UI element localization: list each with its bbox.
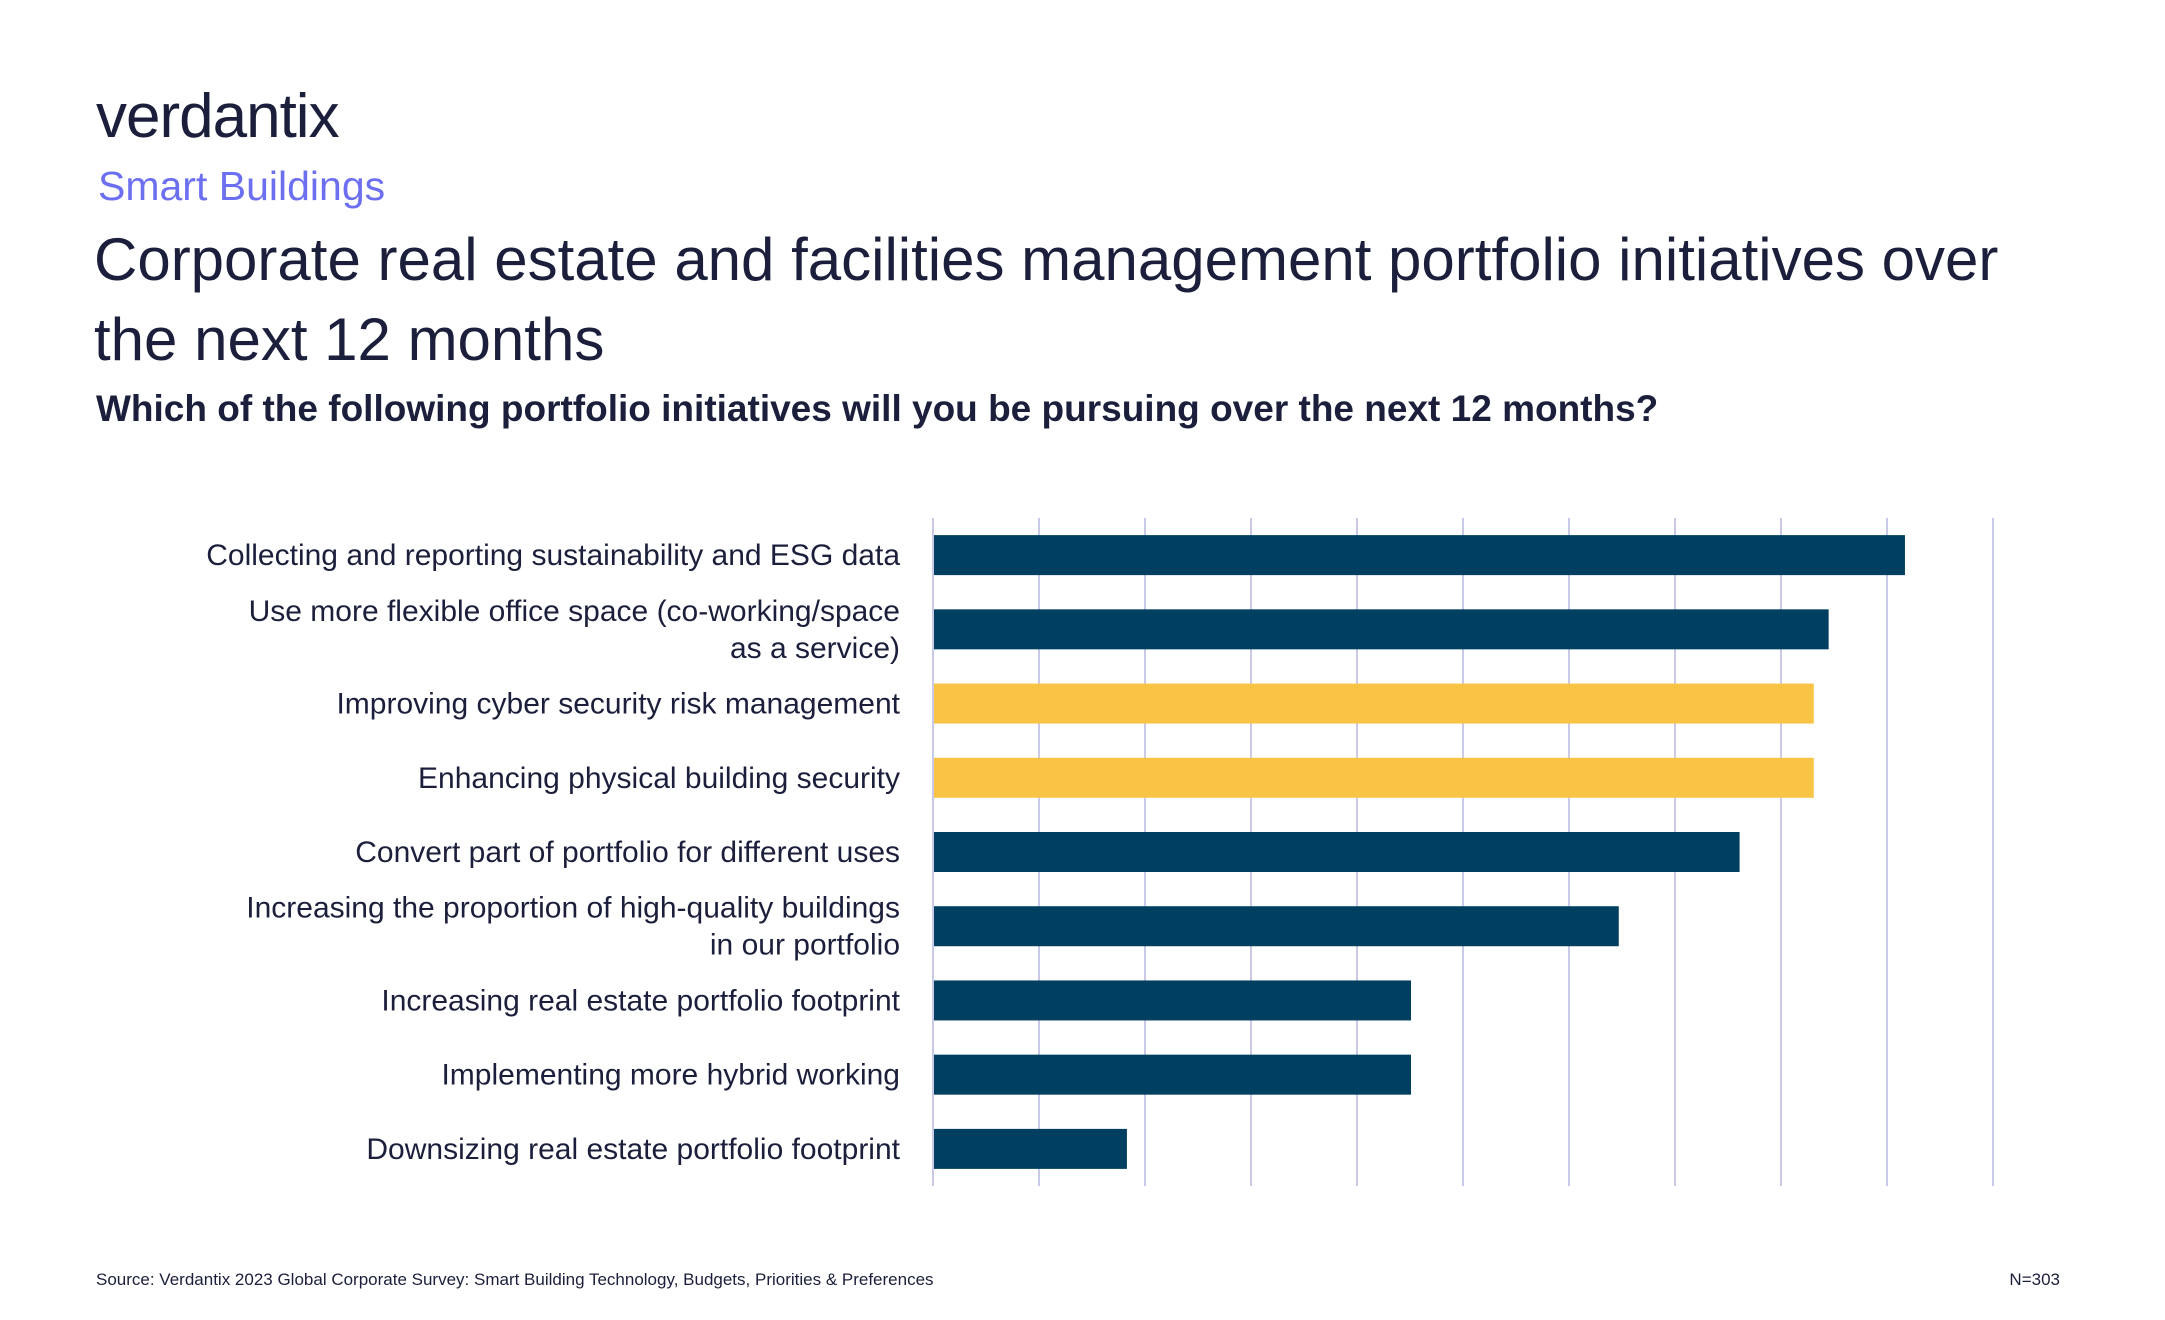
bar-1 [934,609,1829,650]
bar-5 [934,906,1619,947]
bar-6 [934,980,1411,1021]
chart-title: Corporate real estate and facilities man… [94,226,1999,373]
bar-8 [934,1128,1127,1169]
section-label: Smart Buildings [98,163,386,209]
category-label-0: Collecting and reporting sustainability … [206,539,900,572]
category-label-0-line-0: Collecting and reporting sustainability … [206,539,900,572]
category-label-1-line-1: as a service) [730,632,900,665]
category-label-1: Use more flexible office space (co-worki… [249,595,900,665]
bar-7 [934,1054,1411,1095]
category-label-2-line-0: Improving cyber security risk management [336,688,900,721]
category-label-5-line-0: Increasing the proportion of high-qualit… [246,892,900,925]
category-label-6-line-0: Increasing real estate portfolio footpri… [381,984,900,1017]
category-label-3: Enhancing physical building security [418,762,900,795]
category-label-6: Increasing real estate portfolio footpri… [381,984,900,1017]
bar-0 [934,535,1905,576]
category-label-7: Implementing more hybrid working [441,1059,900,1092]
chart-category-labels: Collecting and reporting sustainability … [206,539,900,1166]
category-label-2: Improving cyber security risk management [336,688,900,721]
bar-3 [934,757,1814,798]
category-label-3-line-0: Enhancing physical building security [418,762,900,795]
category-label-4-line-0: Convert part of portfolio for different … [355,836,900,869]
category-label-4: Convert part of portfolio for different … [355,836,900,869]
category-label-8: Downsizing real estate portfolio footpri… [366,1133,900,1166]
category-label-5: Increasing the proportion of high-qualit… [246,892,900,962]
category-label-5-line-1: in our portfolio [710,929,900,962]
chart-subtitle: Which of the following portfolio initiat… [96,388,1659,429]
verdantix-logo: verdantix [96,82,340,151]
bar-4 [934,832,1740,872]
source-note: Source: Verdantix 2023 Global Corporate … [96,1270,934,1289]
chart-bars [934,535,1905,1169]
category-label-1-line-0: Use more flexible office space (co-worki… [249,595,900,628]
sample-size: N=303 [2009,1270,2060,1289]
category-label-7-line-0: Implementing more hybrid working [441,1059,900,1092]
bar-2 [934,683,1814,724]
category-label-8-line-0: Downsizing real estate portfolio footpri… [366,1133,900,1166]
